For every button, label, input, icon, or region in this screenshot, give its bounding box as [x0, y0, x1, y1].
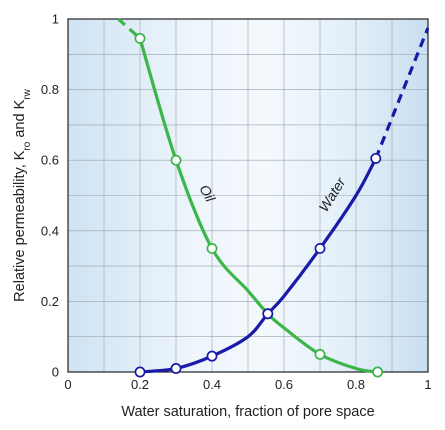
- data-point-oil: [372, 366, 384, 378]
- series-label-oil: Oil: [196, 182, 219, 205]
- data-point-water: [314, 242, 326, 254]
- data-point-oil: [170, 154, 182, 166]
- x-tick-label: 0.2: [131, 377, 149, 392]
- y-axis-title: Relative permeability, Kro and Krw: [12, 88, 33, 301]
- x-tick-label: 0.4: [203, 377, 221, 392]
- data-point-water: [134, 366, 146, 378]
- x-tick-label: 1: [424, 377, 431, 392]
- x-tick-label: 0.6: [275, 377, 293, 392]
- y-tick-labels: 0 0.2 0.4 0.6 0.8 1: [41, 12, 59, 380]
- y-tick-label: 0.8: [41, 82, 59, 97]
- y-tick-label: 1: [52, 12, 59, 27]
- plot-frame: [67, 18, 429, 373]
- y-tick-label: 0.2: [41, 294, 59, 309]
- data-point-oil: [206, 242, 218, 254]
- x-tick-label: 0: [64, 377, 71, 392]
- y-axis-title-sub-rw: rw: [22, 88, 33, 99]
- data-point-oil: [134, 32, 146, 44]
- y-tick-label: 0.4: [41, 223, 59, 238]
- x-tick-label: 0.8: [347, 377, 365, 392]
- data-point-water: [262, 308, 274, 320]
- x-tick-labels: 0 0.2 0.4 0.6 0.8 1: [64, 377, 431, 392]
- points-layer: [134, 32, 384, 378]
- series-dashed-oil: [117, 18, 142, 40]
- data-point-water: [370, 152, 382, 164]
- x-axis-title: Water saturation, fraction of pore space: [121, 404, 374, 420]
- data-point-water: [206, 350, 218, 362]
- y-axis-title-main: Relative permeability, K: [12, 150, 28, 302]
- y-axis-title-sub-ro: ro: [22, 141, 33, 150]
- data-point-oil: [314, 348, 326, 360]
- data-point-water: [170, 363, 182, 374]
- y-axis-title-mid: and K: [12, 99, 28, 141]
- y-tick-label: 0: [52, 365, 59, 380]
- y-tick-label: 0.6: [41, 153, 59, 168]
